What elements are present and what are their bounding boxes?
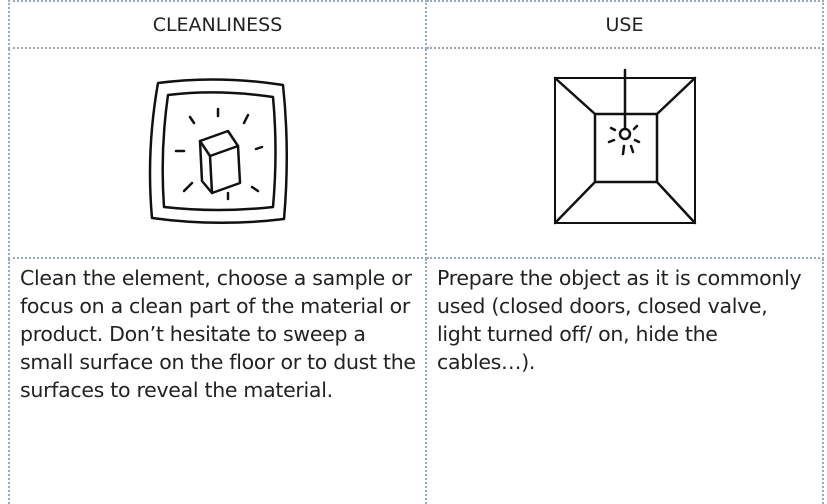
cleanliness-drawing xyxy=(148,78,288,224)
use-drawing xyxy=(553,68,696,225)
text-row: Clean the element, choose a sample or fo… xyxy=(8,257,824,504)
image-cell xyxy=(8,47,427,259)
header-row: CLEANLINESS USE xyxy=(8,0,824,49)
text-cell: Prepare the object as it is commonly use… xyxy=(425,257,824,504)
text-cell: Clean the element, choose a sample or fo… xyxy=(8,257,427,504)
header-cell: USE xyxy=(425,0,824,49)
image-row xyxy=(8,47,824,259)
page: CLEANLINESS USE xyxy=(8,0,824,504)
image-cell xyxy=(425,47,824,259)
table: CLEANLINESS USE xyxy=(8,0,824,504)
header-cell: CLEANLINESS xyxy=(8,0,427,49)
